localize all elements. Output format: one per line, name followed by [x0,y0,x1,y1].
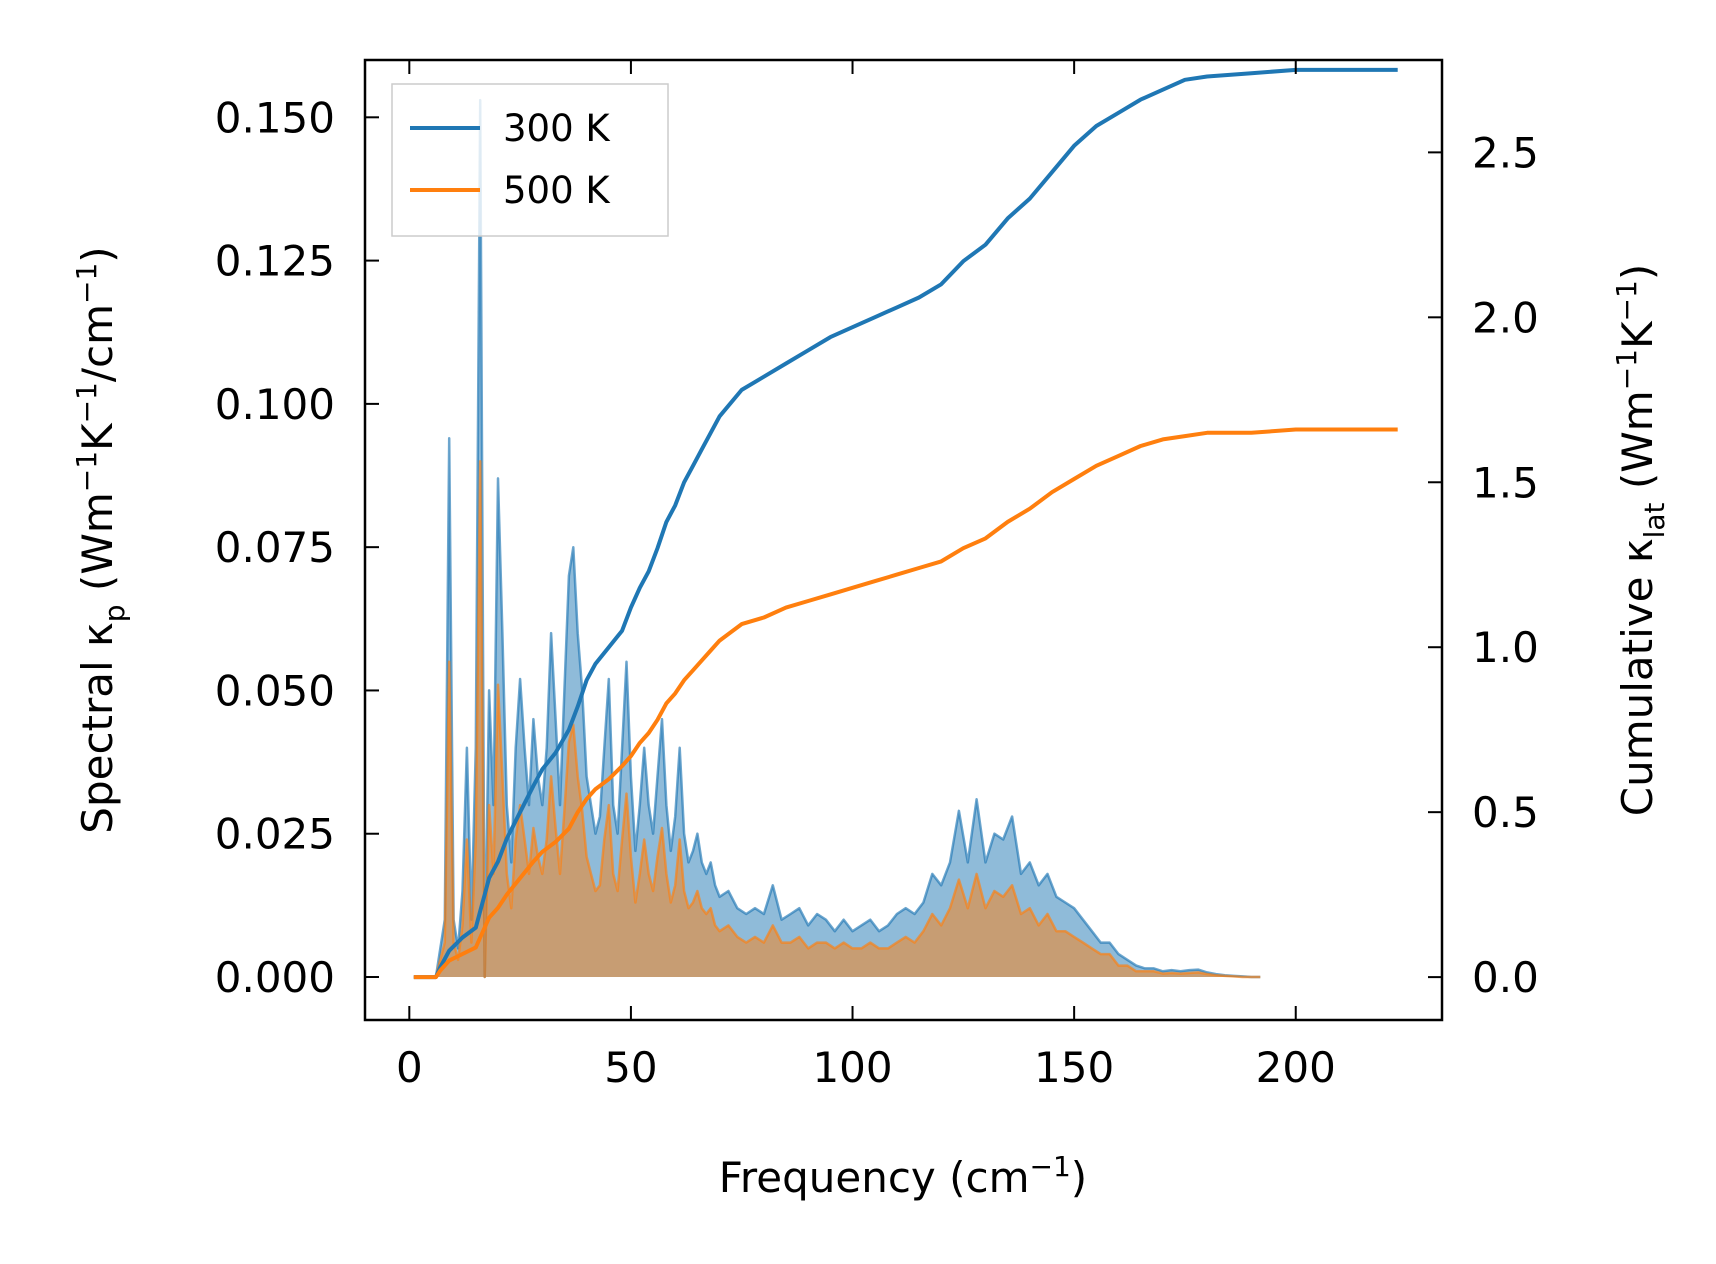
x-axis-title: Frequency (cm−1) [719,1150,1087,1202]
y-left-tick-label: 0.125 [215,237,335,286]
spectral-line-300k [413,98,1261,979]
y-left-tick-label: 0.025 [215,810,335,859]
y-left-tick-label: 0.050 [215,666,335,715]
spectral-line-500k [413,459,1261,979]
y-right-tick-label: 1.5 [1472,458,1539,507]
y-left-tick-label: 0.100 [215,380,335,429]
x-tick-label: 100 [812,1043,892,1092]
y-left-tick-label: 0.150 [215,93,335,142]
y-right-tick-label: 0.5 [1472,788,1539,837]
spectral-lines [413,98,1261,979]
cumulative-line-500k [413,427,1398,980]
legend-label-300k: 300 K [503,107,611,150]
spectral-fills [413,100,1261,978]
plot-frame [363,58,1444,1022]
legend: 300 K 500 K [391,83,669,237]
y-right-tick-label: 0.0 [1472,953,1539,1002]
y-right-tick-label: 2.5 [1472,128,1539,177]
cumulative-lines [413,67,1398,980]
legend-label-500k: 500 K [503,169,611,212]
x-tick-label: 50 [604,1043,657,1092]
axis-ticks [365,60,1442,1020]
y-right-tick-label: 1.0 [1472,623,1539,672]
legend-box [391,83,669,237]
y-left-axis-title: Spectral κp (Wm−1K−1/cm−1) [70,246,131,833]
y-right-tick-label: 2.0 [1472,293,1539,342]
x-tick-label: 200 [1256,1043,1336,1092]
cumulative-line-300k [413,67,1398,980]
spectral-fill-500k [413,461,1261,977]
y-right-axis-title: Cumulative κlat (Wm−1K−1) [1610,264,1671,816]
x-tick-label: 150 [1034,1043,1114,1092]
x-tick-label: 0 [396,1043,423,1092]
spectral-fill-300k [413,100,1261,978]
y-left-tick-label: 0.075 [215,523,335,572]
tick-labels: 0 50 100 150 200 0.000 0.025 0.050 0.075 0.100 0.1… [215,93,1539,1092]
y-left-tick-label: 0.000 [215,953,335,1002]
